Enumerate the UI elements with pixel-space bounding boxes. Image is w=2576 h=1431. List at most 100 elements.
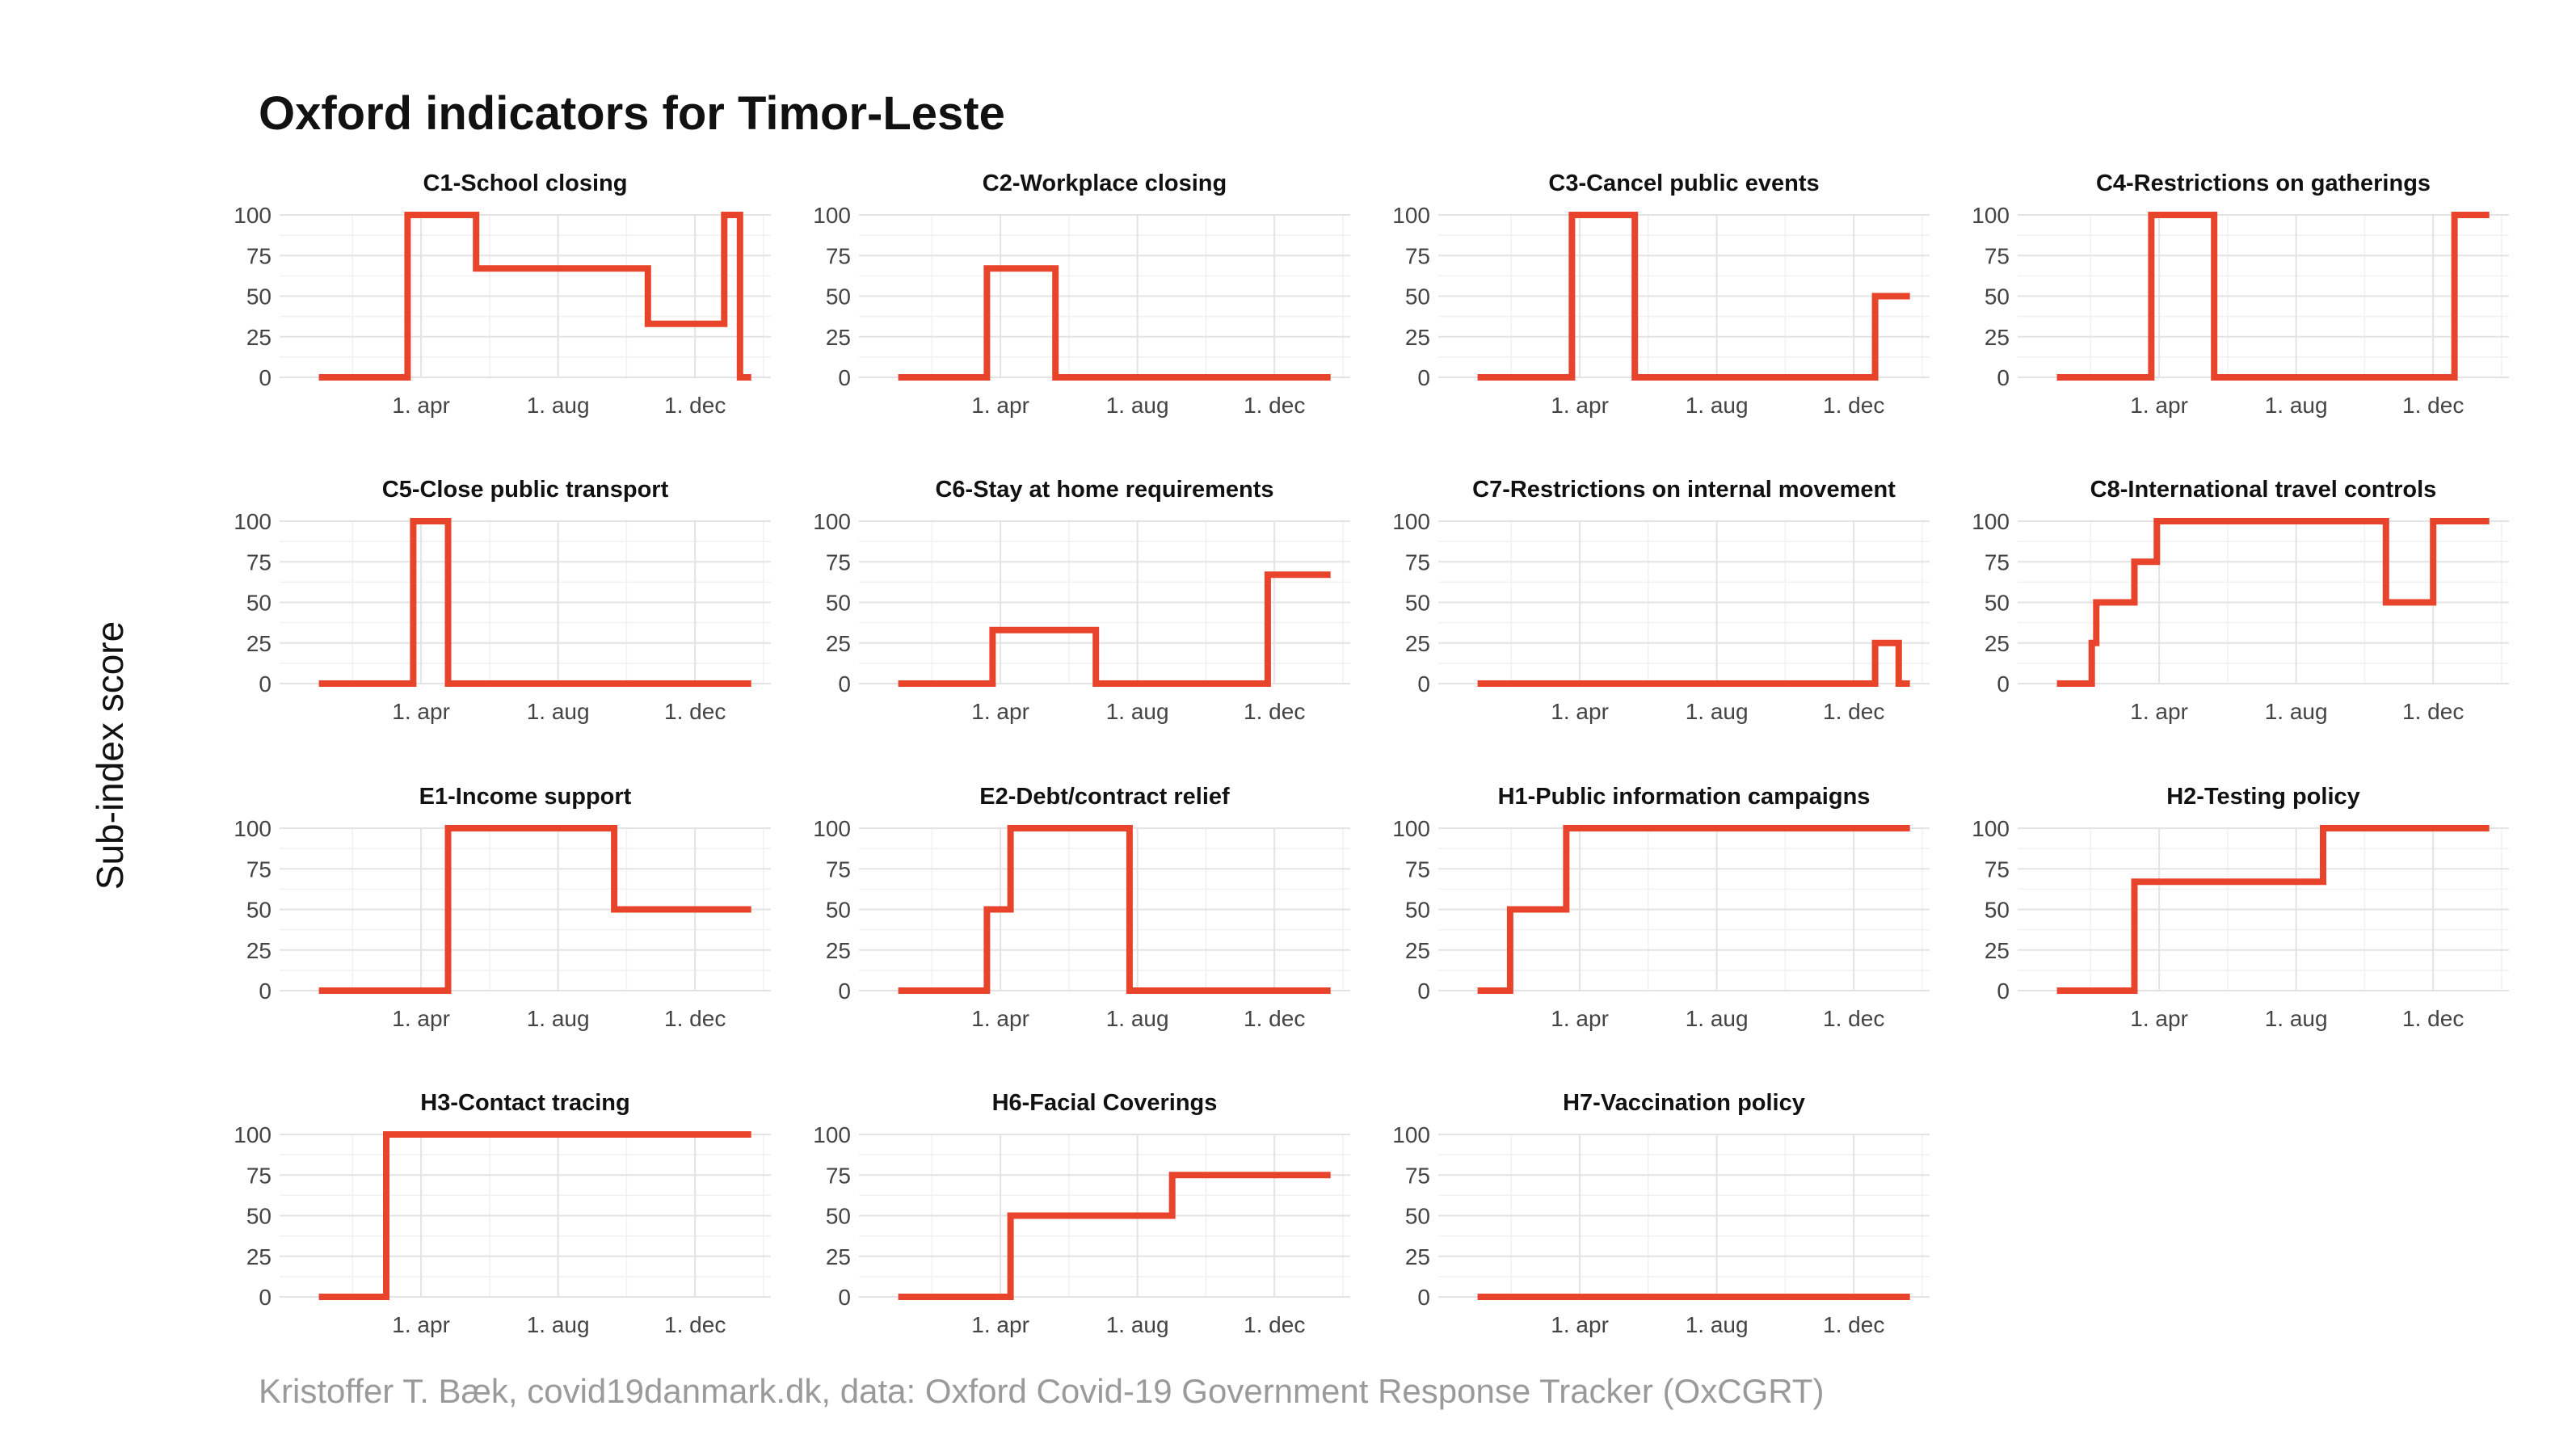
series-line [898, 1172, 1331, 1300]
panel: C5-Close public transport 0 25 50 75 100 1. ap… [234, 477, 771, 724]
y-tick-label: 75 [246, 1163, 271, 1188]
x-tick-label: 1. dec [1823, 1312, 1884, 1337]
panel-title: H1-Public information campaigns [1498, 784, 1871, 810]
panel: C2-Workplace closing 0 25 50 75 100 1. apr 1. a… [813, 170, 1350, 418]
panel: C3-Cancel public events 0 25 50 75 100 1. apr 1… [1392, 170, 1930, 418]
y-tick-label: 100 [234, 203, 271, 228]
y-tick-label: 25 [246, 325, 271, 350]
y-tick-label: 100 [813, 816, 851, 841]
y-axis-label: Sub-index score [89, 621, 131, 890]
x-tick-label: 1. apr [392, 1006, 450, 1031]
y-tick-label: 75 [246, 243, 271, 268]
y-tick-label: 75 [1985, 243, 2010, 268]
series-line [1477, 212, 1910, 381]
y-tick-label: 75 [826, 856, 851, 882]
y-tick-label: 50 [826, 1204, 851, 1229]
x-tick-label: 1. aug [2265, 1006, 2328, 1031]
y-tick-label: 100 [1972, 203, 2010, 228]
y-tick-label: 75 [826, 1163, 851, 1188]
y-tick-label: 25 [826, 325, 851, 350]
panel-title: C7-Restrictions on internal movement [1472, 477, 1896, 503]
panel-title: E1-Income support [419, 784, 632, 810]
y-tick-label: 50 [1405, 1204, 1430, 1229]
y-tick-label: 75 [1985, 856, 2010, 882]
y-tick-label: 0 [838, 671, 851, 697]
panel: H3-Contact tracing 0 25 50 75 100 1. apr 1. aug… [234, 1090, 771, 1337]
y-tick-label: 25 [1985, 325, 2010, 350]
y-tick-label: 50 [1985, 284, 2010, 309]
y-tick-label: 0 [259, 671, 271, 697]
y-tick-label: 100 [1392, 203, 1430, 228]
x-tick-label: 1. apr [971, 1006, 1029, 1031]
y-tick-label: 75 [1405, 856, 1430, 882]
panel-title: H3-Contact tracing [420, 1090, 629, 1116]
y-tick-label: 75 [246, 549, 271, 575]
x-tick-label: 1. apr [1551, 1006, 1609, 1031]
panel: C8-International travel controls 0 25 50 75 1… [1972, 477, 2509, 724]
y-tick-label: 50 [826, 898, 851, 923]
y-tick-label: 50 [1985, 591, 2010, 616]
series-line [898, 265, 1331, 381]
series-line [2056, 825, 2490, 994]
y-tick-label: 50 [246, 898, 271, 923]
y-tick-label: 25 [1405, 325, 1430, 350]
x-tick-label: 1. dec [1244, 1006, 1305, 1031]
panel-title: C5-Close public transport [382, 477, 669, 503]
y-tick-label: 50 [246, 284, 271, 309]
x-tick-label: 1. apr [971, 393, 1029, 418]
x-tick-label: 1. dec [1823, 393, 1884, 418]
y-tick-label: 50 [1405, 284, 1430, 309]
y-tick-label: 100 [813, 203, 851, 228]
y-tick-label: 0 [1997, 671, 2010, 697]
panel: H6-Facial Coverings 0 25 50 75 100 1. apr 1. au… [813, 1090, 1350, 1337]
panels-grid: C1-School closing 0 25 50 75 100 1. apr 1. aug 1… [234, 170, 2509, 1337]
panel-title: C6-Stay at home requirements [935, 477, 1273, 503]
y-tick-label: 0 [838, 979, 851, 1004]
panel: C6-Stay at home requirements 0 25 50 75 100 1.… [813, 477, 1350, 724]
series-line [1477, 825, 1910, 994]
panel: E1-Income support 0 25 50 75 100 1. apr 1. aug 1… [234, 784, 771, 1031]
x-tick-label: 1. aug [2265, 393, 2328, 418]
x-tick-label: 1. dec [664, 699, 726, 724]
y-tick-label: 25 [826, 631, 851, 656]
y-tick-label: 75 [1405, 549, 1430, 575]
y-tick-label: 100 [1392, 1122, 1430, 1147]
panel-title: H7-Vaccination policy [1563, 1090, 1805, 1116]
series-line [898, 825, 1331, 994]
x-tick-label: 1. aug [527, 393, 590, 418]
chart-caption: Kristoffer T. Bæk, covid19danmark.dk, da… [259, 1372, 1824, 1410]
x-tick-label: 1. apr [971, 699, 1029, 724]
y-tick-label: 50 [1405, 898, 1430, 923]
y-tick-label: 50 [826, 591, 851, 616]
chart-title: Oxford indicators for Timor-Leste [259, 87, 1005, 140]
panel: H2-Testing policy 0 25 50 75 100 1. apr 1. aug 1… [1972, 784, 2509, 1031]
series-line [318, 1131, 751, 1300]
series-line [318, 518, 751, 687]
y-tick-label: 100 [1392, 509, 1430, 534]
x-tick-label: 1. aug [527, 1312, 590, 1337]
panel: C7-Restrictions on internal movement 0 25 5… [1392, 477, 1930, 724]
panel: E2-Debt/contract relief 0 25 50 75 100 1. apr 1… [813, 784, 1350, 1031]
x-tick-label: 1. apr [1551, 393, 1609, 418]
panel-title: C2-Workplace closing [983, 170, 1227, 196]
series-line [898, 571, 1331, 687]
series-line [2056, 518, 2490, 687]
x-tick-label: 1. dec [2402, 699, 2464, 724]
y-tick-label: 0 [1997, 979, 2010, 1004]
series-line [2056, 212, 2490, 381]
y-tick-label: 0 [838, 365, 851, 390]
y-tick-label: 100 [234, 816, 271, 841]
y-tick-label: 75 [1985, 549, 2010, 575]
x-tick-label: 1. aug [527, 699, 590, 724]
y-tick-label: 75 [826, 549, 851, 575]
x-tick-label: 1. aug [1686, 1312, 1749, 1337]
x-tick-label: 1. apr [392, 1312, 450, 1337]
y-tick-label: 25 [826, 938, 851, 963]
y-tick-label: 0 [1417, 1285, 1430, 1310]
y-tick-label: 25 [1405, 631, 1430, 656]
panel-title: H6-Facial Coverings [992, 1090, 1218, 1116]
panel: H7-Vaccination policy 0 25 50 75 100 1. apr 1. … [1392, 1090, 1930, 1337]
y-tick-label: 0 [838, 1285, 851, 1310]
y-tick-label: 100 [1392, 816, 1430, 841]
y-tick-label: 0 [1417, 365, 1430, 390]
